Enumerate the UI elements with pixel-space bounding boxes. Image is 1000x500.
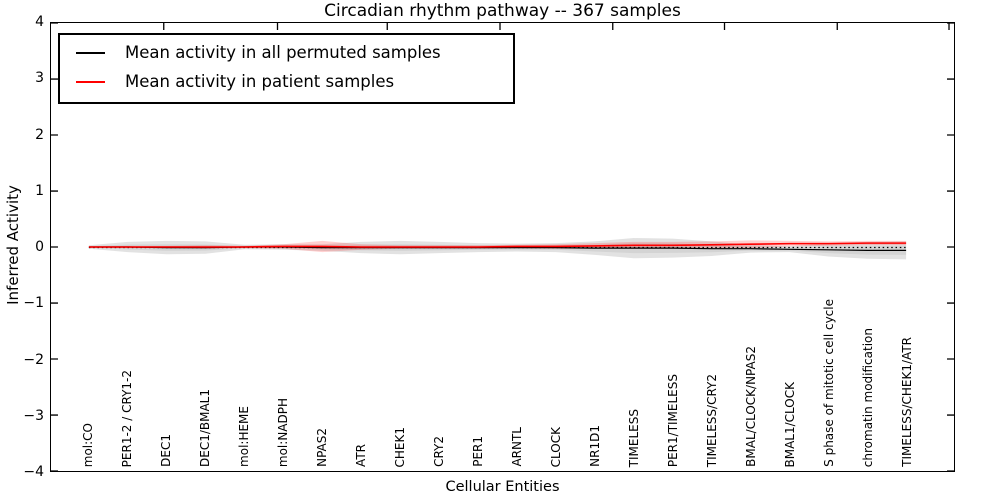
x-category-label: mol:CO bbox=[81, 422, 95, 467]
x-category-label: DEC1/BMAL1 bbox=[198, 389, 212, 467]
x-category-label: mol:NADPH bbox=[276, 397, 290, 467]
legend-item-patient: Mean activity in patient samples bbox=[60, 67, 513, 96]
x-category-label: CRY2 bbox=[432, 436, 446, 467]
x-category-label: CLOCK bbox=[549, 426, 563, 467]
x-category-label: BMAL/CLOCK/NPAS2 bbox=[744, 346, 758, 467]
y-tick-label: −4 bbox=[23, 464, 44, 480]
x-category-label: CHEK1 bbox=[393, 426, 407, 468]
y-tick-label: −1 bbox=[23, 295, 44, 312]
x-category-label: PER1 bbox=[471, 436, 485, 467]
y-tick-label: −3 bbox=[23, 407, 44, 424]
legend-label-patient: Mean activity in patient samples bbox=[125, 72, 395, 91]
x-category-label: chromatin modification bbox=[861, 327, 875, 467]
x-category-label: BMAL1/CLOCK bbox=[783, 381, 797, 468]
x-category-label: NR1D1 bbox=[588, 425, 602, 467]
x-category-label: NPAS2 bbox=[315, 428, 329, 467]
x-category-label: TIMELESS/CHEK1/ATR bbox=[900, 337, 914, 467]
legend: Mean activity in all permuted samples Me… bbox=[58, 33, 515, 104]
y-tick-label: 1 bbox=[35, 182, 44, 199]
y-tick-label: 4 bbox=[35, 14, 44, 30]
x-axis-label: Cellular Entities bbox=[445, 479, 560, 495]
x-category-label: ATR bbox=[354, 444, 368, 467]
legend-line-permuted-icon bbox=[76, 51, 105, 54]
legend-label-permuted: Mean activity in all permuted samples bbox=[125, 43, 441, 62]
y-tick-label: −2 bbox=[23, 351, 44, 368]
x-category-label: PER1/TIMELESS bbox=[666, 373, 680, 467]
x-category-label: TIMELESS bbox=[627, 408, 641, 467]
x-category-label: PER1-2 / CRY1-2 bbox=[120, 369, 134, 467]
chart-title: Circadian rhythm pathway -- 367 samples bbox=[324, 1, 681, 21]
x-category-label: DEC1 bbox=[159, 434, 173, 467]
x-category-label: S phase of mitotic cell cycle bbox=[822, 299, 836, 467]
x-category-label: mol:HEME bbox=[237, 406, 251, 467]
legend-item-permuted: Mean activity in all permuted samples bbox=[60, 38, 513, 67]
x-category-label: TIMELESS/CRY2 bbox=[705, 373, 719, 467]
legend-line-patient-icon bbox=[76, 80, 105, 83]
y-tick-label: 0 bbox=[35, 239, 44, 255]
x-category-label: ARNTL bbox=[510, 427, 524, 467]
plot-area: Mean activity in all permuted samples Me… bbox=[50, 22, 955, 472]
y-tick-label: 3 bbox=[35, 70, 44, 87]
plot-canvas bbox=[51, 23, 954, 471]
y-tick-label: 2 bbox=[35, 126, 44, 143]
